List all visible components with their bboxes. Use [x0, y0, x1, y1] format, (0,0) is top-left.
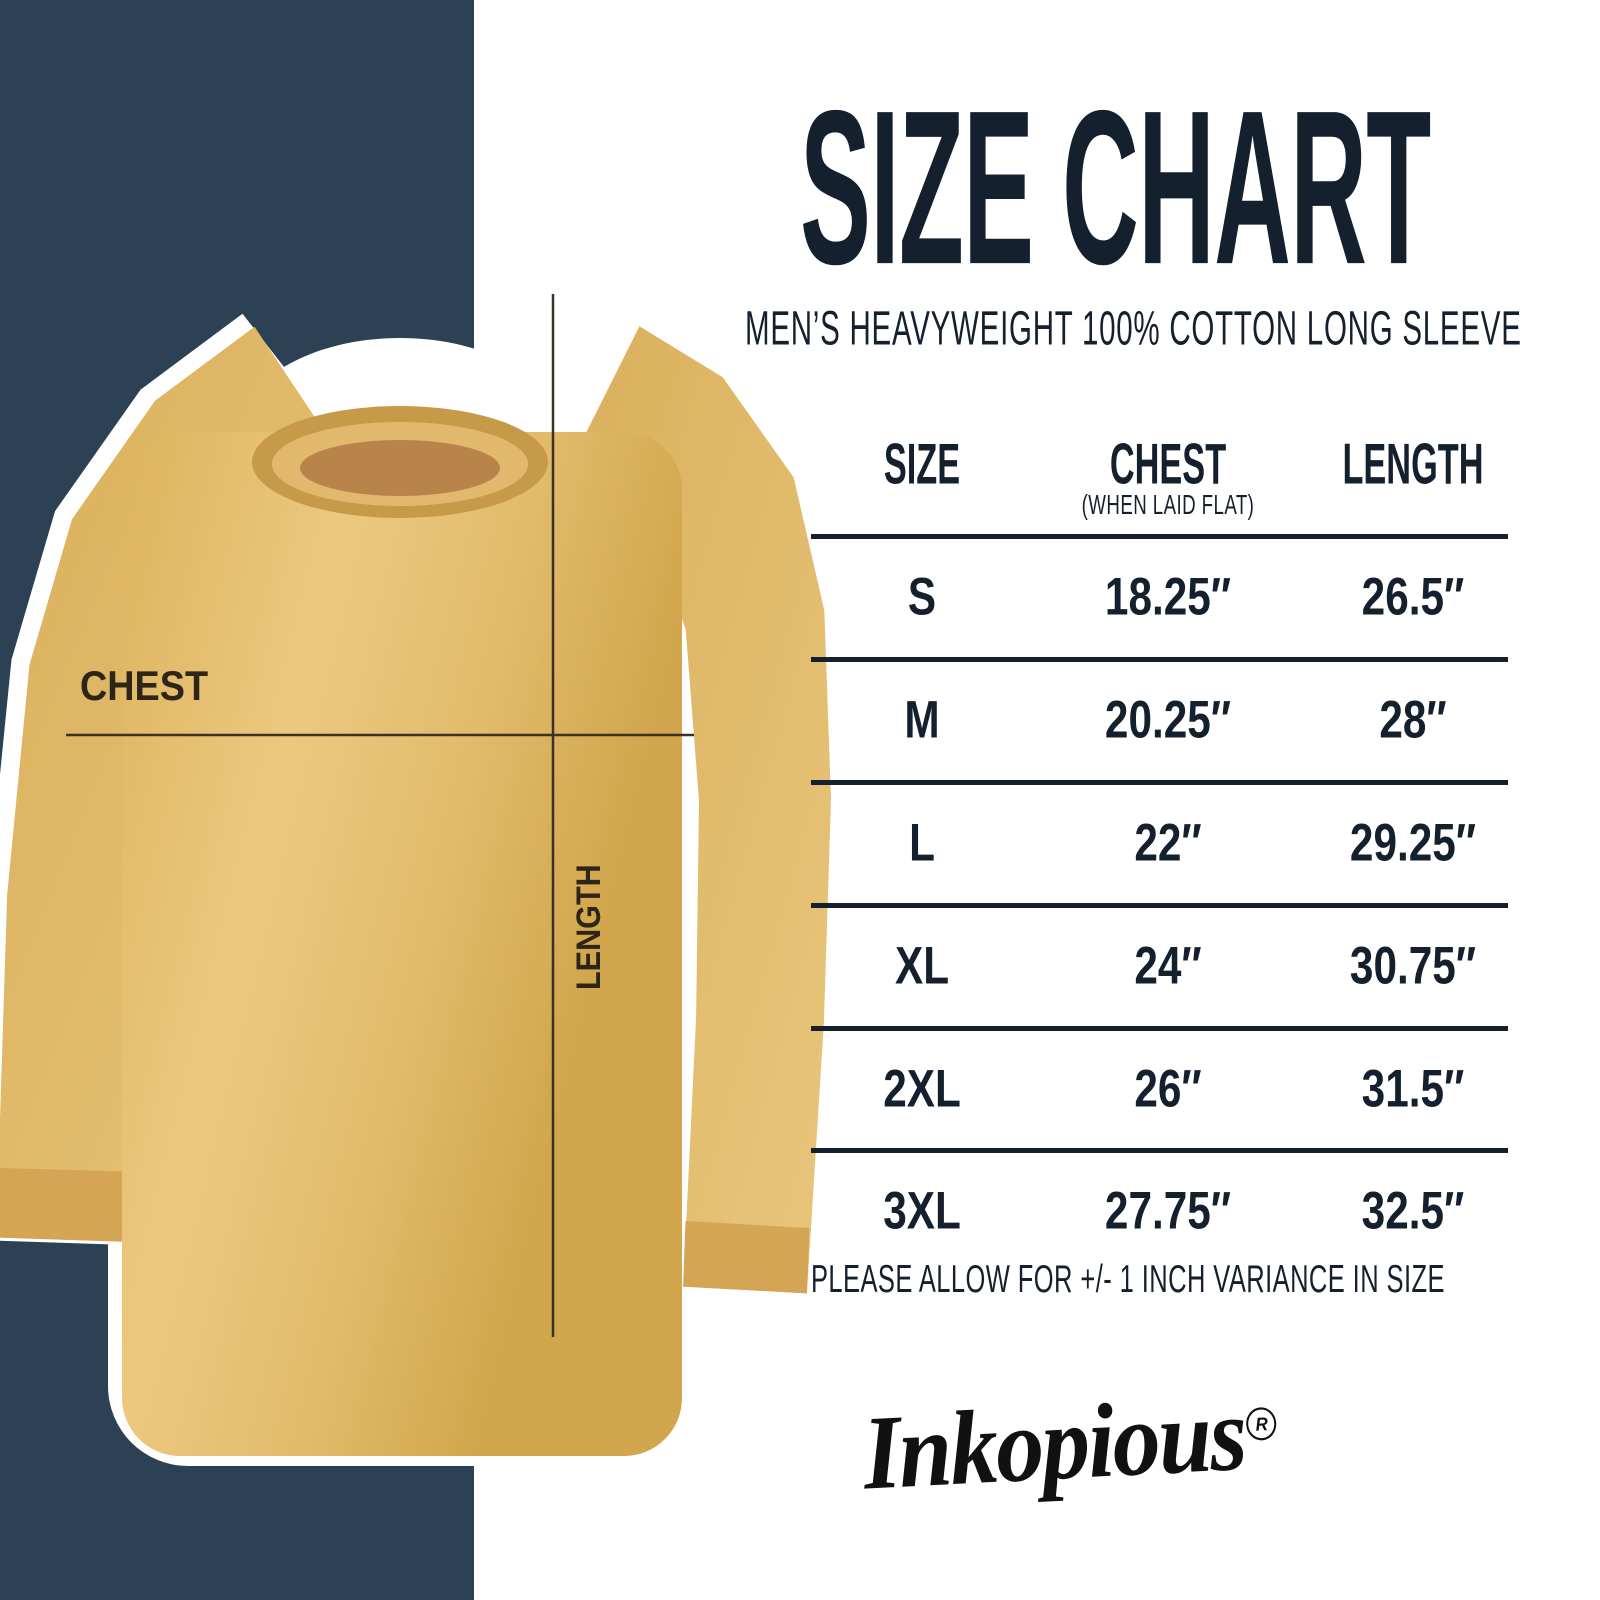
svg-text:CHEST: CHEST	[80, 663, 208, 709]
svg-text:R: R	[1255, 1413, 1268, 1435]
svg-text:LENGTH: LENGTH	[570, 864, 608, 990]
